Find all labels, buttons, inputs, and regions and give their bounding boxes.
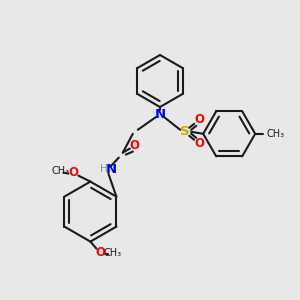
Text: O: O bbox=[194, 113, 204, 126]
Text: CH₃: CH₃ bbox=[266, 129, 284, 139]
Text: CH₃: CH₃ bbox=[103, 248, 122, 258]
Text: O: O bbox=[95, 246, 105, 259]
Text: N: N bbox=[106, 163, 117, 176]
Text: O: O bbox=[68, 166, 78, 179]
Text: S: S bbox=[180, 125, 190, 138]
Text: CH₃: CH₃ bbox=[51, 166, 70, 176]
Text: N: N bbox=[154, 109, 166, 122]
Text: O: O bbox=[130, 139, 140, 152]
Text: O: O bbox=[194, 137, 204, 150]
Text: H: H bbox=[100, 164, 107, 174]
